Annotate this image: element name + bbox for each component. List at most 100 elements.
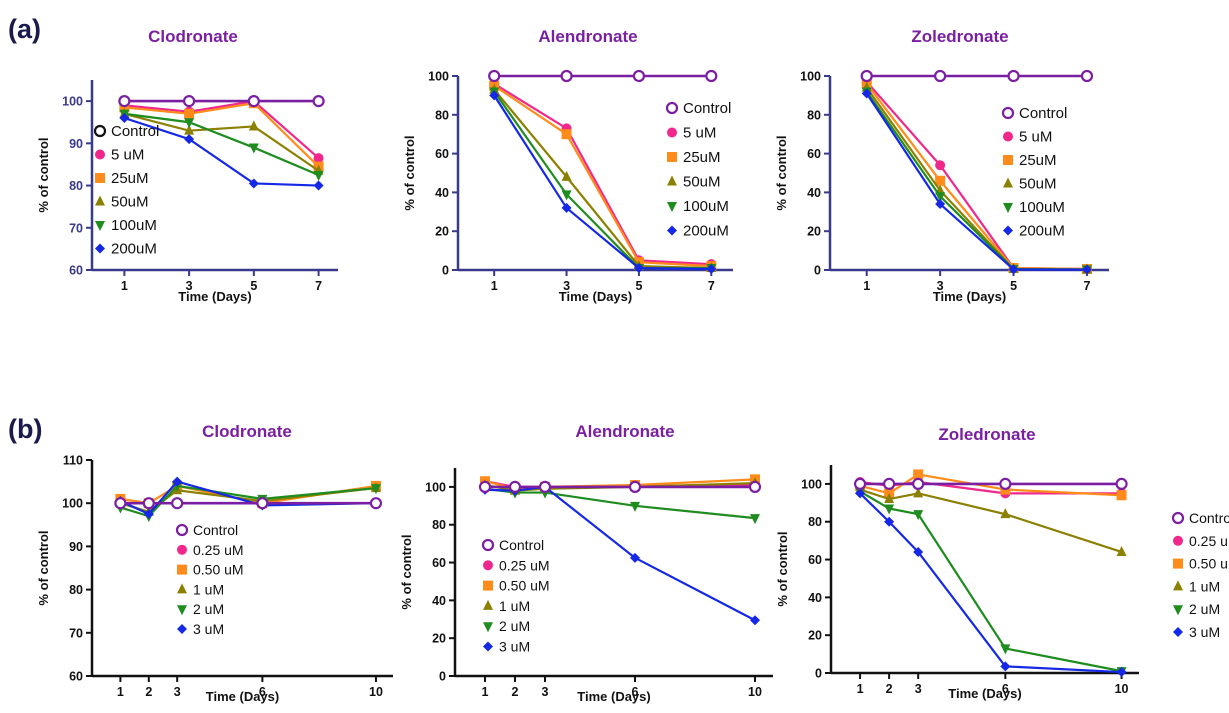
legend-label: Control <box>499 537 544 553</box>
x-tick-label: 3 <box>915 682 922 696</box>
legend-marker <box>175 523 189 537</box>
panel-label-a: (a) <box>8 14 41 44</box>
data-point <box>748 480 762 494</box>
legend-marker <box>177 605 187 616</box>
data-point <box>313 153 324 164</box>
x-tick-label: 1 <box>117 685 124 699</box>
y-tick-label: 80 <box>69 179 83 193</box>
legend-label: 1 uM <box>499 598 530 614</box>
y-axis-label: % of control <box>775 531 790 606</box>
series-line <box>493 90 712 270</box>
y-tick-label: 100 <box>62 497 83 511</box>
legend-marker <box>667 225 677 236</box>
x-axis-label: Time (Days) <box>178 289 251 304</box>
x-tick-label: 3 <box>186 279 193 293</box>
y-axis-label: % of control <box>36 137 51 212</box>
legend-marker <box>95 173 105 183</box>
y-tick-label: 60 <box>435 147 449 161</box>
data-point <box>883 477 896 491</box>
series-line <box>865 92 1087 271</box>
legend-label: 50uM <box>111 194 149 211</box>
x-tick-label: 1 <box>121 279 128 293</box>
data-point <box>934 69 947 83</box>
chart-4: Alendronate 0 20 40 60 80 100 1 2 3 6 10 Time (Days)… <box>399 422 773 704</box>
legend-marker <box>483 622 493 633</box>
y-axis-label: % of control <box>36 530 51 605</box>
legend-marker <box>95 221 105 231</box>
x-axis-label: Time (Days) <box>933 289 1006 304</box>
data-point <box>884 516 895 527</box>
data-point <box>935 192 946 203</box>
legend-label: 2 uM <box>499 618 530 634</box>
data-point <box>184 108 195 119</box>
data-point <box>935 160 946 171</box>
x-tick-label: 1 <box>863 279 870 293</box>
x-tick-label: 5 <box>635 279 642 293</box>
series-line <box>124 112 320 172</box>
chart-title: Zoledronate <box>911 27 1008 46</box>
chart-2: Zoledronate 0 20 40 60 80 100 1 3 5 7 Time (Days) % … <box>774 27 1109 304</box>
data-point <box>912 477 925 491</box>
y-tick-label: 100 <box>801 477 822 491</box>
x-tick-label: 5 <box>250 279 257 293</box>
data-point <box>561 129 572 140</box>
y-tick-label: 100 <box>800 70 821 84</box>
data-point <box>705 69 718 83</box>
legend-label: 1 uM <box>193 581 224 597</box>
legend-marker <box>1003 177 1013 188</box>
data-point <box>935 175 946 186</box>
x-axis-label: Time (Days) <box>559 289 632 304</box>
data-point <box>561 202 572 213</box>
y-axis-label: % of control <box>399 534 414 609</box>
series-line <box>859 488 1122 554</box>
legend-label: 200uM <box>111 241 157 258</box>
data-point <box>184 124 195 135</box>
data-point <box>248 178 259 189</box>
x-axis-label: Time (Days) <box>948 686 1021 701</box>
x-tick-label: 10 <box>369 685 383 699</box>
y-tick-label: 100 <box>425 480 446 494</box>
legend-label: Control <box>1189 510 1229 526</box>
legend-marker <box>95 243 105 254</box>
legend-marker <box>1003 225 1013 236</box>
legend-label: 3 uM <box>1189 624 1220 640</box>
data-point <box>114 497 127 510</box>
panel-label-b: (b) <box>8 414 42 444</box>
x-tick-label: 7 <box>315 279 322 293</box>
data-point <box>508 480 522 494</box>
data-point <box>1000 508 1011 519</box>
series-line <box>859 492 1122 674</box>
data-point <box>1080 69 1094 83</box>
chart-0: Clodronate 60 70 80 90 100 1 3 5 7 Time (Days) % of… <box>36 27 338 304</box>
legend-marker <box>1171 511 1185 525</box>
data-point <box>370 484 381 495</box>
y-tick-label: 80 <box>435 108 449 122</box>
chart-title: Alendronate <box>575 422 674 441</box>
x-tick-label: 3 <box>937 279 944 293</box>
legend-label: Control <box>1019 105 1067 122</box>
data-point <box>884 504 895 515</box>
series-line <box>124 102 320 168</box>
legend-label: 5 uM <box>683 125 716 142</box>
legend-marker <box>177 544 187 555</box>
legend-label: 5 uM <box>1019 129 1052 146</box>
data-point <box>632 69 646 83</box>
y-tick-label: 90 <box>69 137 83 151</box>
data-point <box>999 477 1012 491</box>
legend-marker <box>177 624 187 634</box>
legend-label: 25uM <box>1019 152 1057 169</box>
data-point <box>184 118 195 129</box>
legend-marker <box>1173 535 1183 546</box>
y-tick-label: 0 <box>815 667 822 681</box>
x-tick-label: 1 <box>482 685 489 699</box>
x-tick-label: 2 <box>886 682 893 696</box>
series-line <box>124 116 319 187</box>
y-tick-label: 20 <box>432 632 446 646</box>
x-tick-label: 6 <box>632 685 639 699</box>
x-tick-label: 5 <box>1010 279 1017 293</box>
y-tick-label: 80 <box>69 583 83 597</box>
y-tick-label: 100 <box>428 70 449 84</box>
y-tick-label: 110 <box>63 454 83 468</box>
